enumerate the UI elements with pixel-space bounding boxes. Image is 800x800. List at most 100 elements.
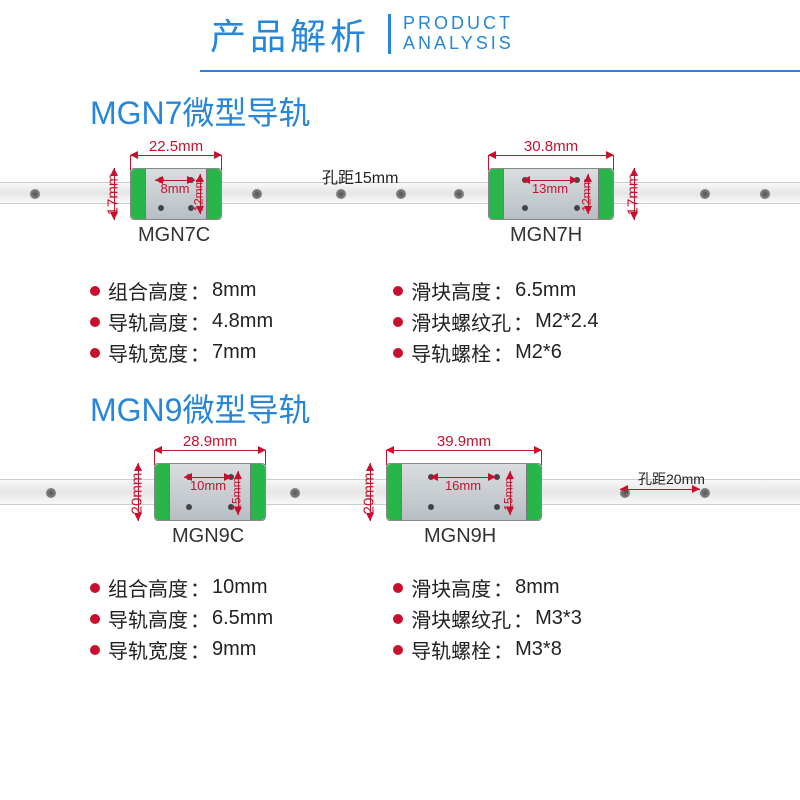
block-end-left <box>131 169 145 219</box>
dim-innerh-mgn9h: 15mm <box>510 471 511 515</box>
rail-hole <box>700 189 710 199</box>
spec-value: 7mm <box>212 341 256 364</box>
block-thread-hole <box>428 504 434 510</box>
spec-value: 8mm <box>515 576 559 599</box>
block-end-right <box>599 169 613 219</box>
section-mgn7: MGN7微型导轨 22.5mm <box>0 72 800 369</box>
bullet-icon <box>393 614 403 624</box>
bullet-icon <box>90 348 100 358</box>
specs-row-mgn7: 组合高度：8mm 导轨高度：4.8mm 导轨宽度：7mm 滑块高度：6.5mm … <box>90 276 740 369</box>
spec-key: 导轨宽度 <box>108 635 188 664</box>
rail-diagram-mgn9: 28.9mm 10mm 20mm 15mm MGN9C <box>90 437 740 537</box>
bullet-icon <box>393 348 403 358</box>
block-end-left <box>489 169 503 219</box>
block-end-right <box>251 464 265 520</box>
spec-value: M3*8 <box>515 638 562 661</box>
dim-innerh-mgn7c: 12mm <box>200 174 201 214</box>
block-label-mgn9c: MGN9C <box>172 525 244 548</box>
bullet-icon <box>393 645 403 655</box>
rail-hole <box>760 189 770 199</box>
dim-innerw-mgn9h: 16mm <box>430 477 496 493</box>
rail-hole <box>454 189 464 199</box>
spec-item: 导轨螺栓：M3*8 <box>393 635 582 664</box>
spec-item: 滑块螺纹孔：M2*2.4 <box>393 307 598 336</box>
specs-right-mgn9: 滑块高度：8mm 滑块螺纹孔：M3*3 导轨螺栓：M3*8 <box>393 573 582 666</box>
spec-value: 10mm <box>212 576 268 599</box>
dim-height-mgn9h: 20mm <box>370 463 371 521</box>
dim-label: 16mm <box>430 478 496 493</box>
spec-item: 滑块螺纹孔：M3*3 <box>393 604 582 633</box>
hole-pitch-label-mgn7: 孔距15mm <box>322 164 398 188</box>
dim-label: 20mm <box>360 473 377 515</box>
spec-value: 9mm <box>212 638 256 661</box>
dim-label: 17mm <box>104 174 121 216</box>
spec-key: 导轨宽度 <box>108 338 188 367</box>
spec-key: 导轨高度 <box>108 604 188 633</box>
spec-item: 导轨宽度：7mm <box>90 338 273 367</box>
spec-key: 滑块螺纹孔 <box>411 604 511 633</box>
block-end-right <box>207 169 221 219</box>
bullet-icon <box>393 583 403 593</box>
rail-hole <box>396 189 406 199</box>
block-thread-hole <box>158 205 164 211</box>
dim-innerw-mgn9c: 10mm <box>184 477 232 493</box>
spec-key: 滑块高度 <box>411 573 491 602</box>
header-en-line2: ANALYSIS <box>403 34 514 54</box>
rail-hole <box>336 189 346 199</box>
spec-item: 导轨高度：6.5mm <box>90 604 273 633</box>
rail-hole <box>30 189 40 199</box>
block-label-mgn7h: MGN7H <box>510 224 582 247</box>
section-mgn9: MGN9微型导轨 28.9mm 10mm <box>0 369 800 666</box>
block-end-right <box>527 464 541 520</box>
spec-key: 组合高度 <box>108 573 188 602</box>
dim-holepitch-mgn9 <box>620 489 700 490</box>
dim-label: 17mm <box>624 174 641 216</box>
dim-height-mgn9c: 20mm <box>138 463 139 521</box>
bullet-icon <box>90 645 100 655</box>
rail-diagram-mgn7: 22.5mm 8mm 17mm 12mm MGN7C 孔距15mm <box>90 140 740 240</box>
rail-hole <box>46 488 56 498</box>
bullet-icon <box>90 317 100 327</box>
dim-height-mgn7h: 17mm <box>634 168 635 220</box>
specs-row-mgn9: 组合高度：10mm 导轨高度：6.5mm 导轨宽度：9mm 滑块高度：8mm 滑… <box>90 573 740 666</box>
header-title-en: PRODUCT ANALYSIS <box>403 14 514 54</box>
spec-key: 滑块螺纹孔 <box>411 307 511 336</box>
dim-height-mgn7c: 17mm <box>114 168 115 220</box>
block-label-mgn7c: MGN7C <box>138 224 210 247</box>
dim-innerw-mgn7c: 8mm <box>155 180 195 196</box>
spec-item: 导轨宽度：9mm <box>90 635 273 664</box>
spec-value: M2*6 <box>515 341 562 364</box>
bullet-icon <box>90 614 100 624</box>
block-label-mgn9h: MGN9H <box>424 525 496 548</box>
spec-item: 导轨高度：4.8mm <box>90 307 273 336</box>
spec-value: M2*2.4 <box>535 310 598 333</box>
spec-value: 4.8mm <box>212 310 273 333</box>
block-thread-hole <box>186 504 192 510</box>
dim-innerh-mgn7h: 12mm <box>588 174 589 214</box>
dim-label: 12mm <box>580 178 594 211</box>
dim-label: 30.8mm <box>488 138 614 155</box>
dim-label: 15mm <box>502 477 516 510</box>
rail-hole <box>252 189 262 199</box>
specs-left-mgn9: 组合高度：10mm 导轨高度：6.5mm 导轨宽度：9mm <box>90 573 273 666</box>
dim-label: 22.5mm <box>130 138 222 155</box>
dim-label: 39.9mm <box>386 433 542 450</box>
dim-label: 12mm <box>192 178 206 211</box>
spec-value: M3*3 <box>535 607 582 630</box>
bullet-icon <box>393 286 403 296</box>
spec-key: 滑块高度 <box>411 276 491 305</box>
spec-key: 导轨螺栓 <box>411 635 491 664</box>
block-thread-hole <box>522 205 528 211</box>
spec-key: 导轨螺栓 <box>411 338 491 367</box>
header-divider <box>388 14 391 54</box>
spec-key: 组合高度 <box>108 276 188 305</box>
specs-right-mgn7: 滑块高度：6.5mm 滑块螺纹孔：M2*2.4 导轨螺栓：M2*6 <box>393 276 598 369</box>
dim-innerw-mgn7h: 13mm <box>522 180 578 196</box>
block-thread-hole <box>494 504 500 510</box>
rail-hole <box>290 488 300 498</box>
spec-item: 滑块高度：6.5mm <box>393 276 598 305</box>
block-end-left <box>155 464 169 520</box>
dim-label: 15mm <box>230 477 244 510</box>
section-title-mgn7: MGN7微型导轨 <box>90 88 740 134</box>
spec-key: 导轨高度 <box>108 307 188 336</box>
